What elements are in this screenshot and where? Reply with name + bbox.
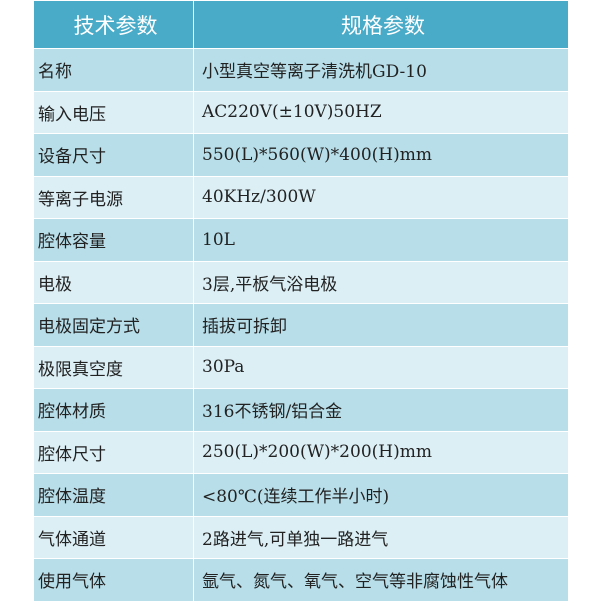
header-row: 技术参数 规格参数 [33, 0, 569, 49]
table-row: 腔体尺寸 250(L)*200(W)*200(H)mm [33, 430, 569, 474]
param-value: <80℃(连续工作半小时) [193, 473, 569, 517]
param-value: 316不锈钢/铝合金 [193, 388, 569, 432]
param-name: 腔体容量 [33, 218, 194, 262]
param-name: 腔体尺寸 [33, 430, 194, 474]
param-name: 等离子电源 [33, 175, 194, 219]
table-row: 设备尺寸 550(L)*560(W)*400(H)mm [33, 133, 569, 177]
param-name: 电极固定方式 [33, 303, 194, 347]
table-row: 腔体材质 316不锈钢/铝合金 [33, 388, 569, 432]
param-name: 输入电压 [33, 90, 194, 134]
spec-table: 技术参数 规格参数 名称 小型真空等离子清洗机GD-10 输入电压 AC220V(±1… [33, 0, 569, 602]
table-row: 腔体温度 <80℃(连续工作半小时) [33, 473, 569, 517]
header-param: 技术参数 [33, 0, 194, 49]
table-row: 腔体容量 10L [33, 218, 569, 262]
param-value: 40KHz/300W [193, 175, 569, 219]
param-value: 250(L)*200(W)*200(H)mm [193, 430, 569, 474]
param-name: 气体通道 [33, 515, 194, 559]
header-spec: 规格参数 [193, 0, 569, 49]
table-row: 名称 小型真空等离子清洗机GD-10 [33, 48, 569, 92]
param-name: 腔体材质 [33, 388, 194, 432]
param-name: 极限真空度 [33, 345, 194, 389]
param-value: 插拔可拆卸 [193, 303, 569, 347]
param-name: 设备尺寸 [33, 133, 194, 177]
table-row: 使用气体 氩气、氮气、氧气、空气等非腐蚀性气体 [33, 558, 569, 602]
param-value: 550(L)*560(W)*400(H)mm [193, 133, 569, 177]
param-name: 腔体温度 [33, 473, 194, 517]
param-value: 10L [193, 218, 569, 262]
param-value: 2路进气,可单独一路进气 [193, 515, 569, 559]
param-name: 名称 [33, 48, 194, 92]
param-value: 3层,平板气浴电极 [193, 260, 569, 304]
table-row: 电极固定方式 插拔可拆卸 [33, 303, 569, 347]
param-name: 使用气体 [33, 558, 194, 602]
param-name: 电极 [33, 260, 194, 304]
table-row: 气体通道 2路进气,可单独一路进气 [33, 515, 569, 559]
param-value: 30Pa [193, 345, 569, 389]
param-value: AC220V(±10V)50HZ [193, 90, 569, 134]
param-value: 氩气、氮气、氧气、空气等非腐蚀性气体 [193, 558, 569, 602]
param-value: 小型真空等离子清洗机GD-10 [193, 48, 569, 92]
table-row: 电极 3层,平板气浴电极 [33, 260, 569, 304]
table-row: 极限真空度 30Pa [33, 345, 569, 389]
table-row: 等离子电源 40KHz/300W [33, 175, 569, 219]
table-row: 输入电压 AC220V(±10V)50HZ [33, 90, 569, 134]
